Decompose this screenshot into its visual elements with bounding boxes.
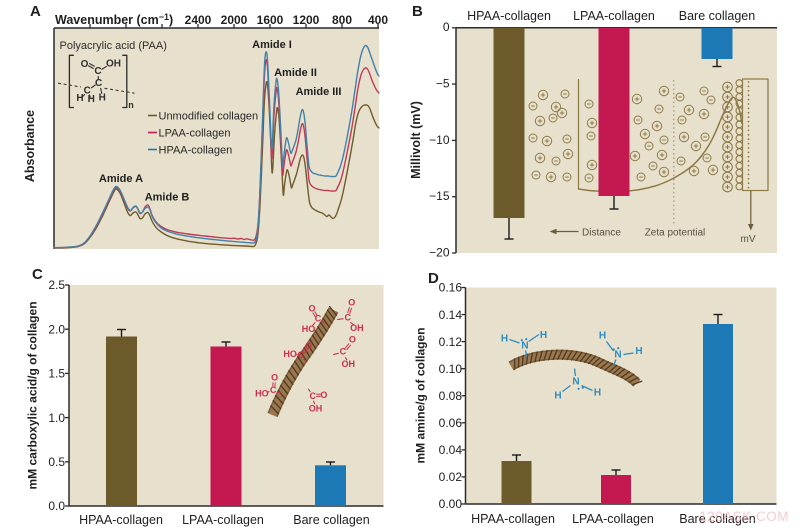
svg-text:Zeta potential: Zeta potential [645, 228, 706, 239]
svg-text:D: D [428, 270, 439, 287]
svg-text:Amide I: Amide I [252, 39, 292, 51]
svg-text:H: H [501, 334, 508, 345]
svg-text:0.16: 0.16 [439, 281, 463, 295]
svg-text:LPAA-collagen: LPAA-collagen [572, 512, 654, 526]
svg-text:H: H [76, 93, 83, 104]
svg-text:0.02: 0.02 [439, 470, 463, 484]
svg-text:0.5: 0.5 [48, 455, 65, 469]
svg-text:N: N [521, 341, 528, 352]
svg-text:0.00: 0.00 [439, 497, 463, 511]
svg-text:mM amine/g of collagen: mM amine/g of collagen [414, 327, 428, 463]
svg-text:400: 400 [368, 13, 388, 27]
svg-text:OH: OH [350, 323, 364, 333]
svg-text:mM carboxylic acid/g of collag: mM carboxylic acid/g of collagen [26, 301, 40, 489]
svg-text:C: C [340, 347, 347, 357]
svg-text:H: H [88, 94, 95, 105]
svg-text:Millivolt (mV): Millivolt (mV) [409, 101, 423, 179]
svg-text:−20: −20 [429, 245, 450, 259]
svg-text:Amide II: Amide II [274, 67, 317, 79]
svg-text:1600: 1600 [257, 13, 284, 27]
svg-text:2000: 2000 [221, 13, 248, 27]
svg-text:B: B [412, 3, 423, 20]
svg-text:HPAA-collagen: HPAA-collagen [471, 512, 555, 526]
svg-text:H: H [99, 92, 106, 103]
svg-text:H: H [554, 391, 561, 402]
svg-text:OH: OH [106, 59, 121, 70]
svg-text:−5: −5 [436, 77, 450, 91]
svg-text:OH: OH [341, 359, 355, 369]
svg-text:Absorbance: Absorbance [23, 110, 37, 182]
svg-text:HO: HO [283, 349, 297, 359]
svg-text:N: N [572, 377, 579, 388]
svg-text:Polyacrylic acid (PAA): Polyacrylic acid (PAA) [60, 40, 167, 52]
svg-text:O: O [348, 298, 355, 308]
svg-text:0.14: 0.14 [439, 308, 463, 322]
svg-text:HO: HO [302, 324, 316, 334]
svg-text:A: A [30, 3, 41, 20]
svg-text:Distance: Distance [582, 228, 621, 239]
svg-text:HPAA-collagen: HPAA-collagen [79, 513, 163, 527]
svg-text:Bare collagen: Bare collagen [679, 512, 755, 526]
svg-text:C: C [95, 78, 102, 89]
svg-text:2.0: 2.0 [48, 322, 65, 336]
svg-text:H: H [599, 331, 606, 342]
svg-text:N: N [614, 350, 621, 361]
svg-text:Amide B: Amide B [145, 192, 190, 204]
svg-text:0.04: 0.04 [439, 443, 463, 457]
svg-text:0.0: 0.0 [48, 499, 65, 513]
svg-text:O: O [320, 390, 327, 400]
svg-text:120ASK.COM: 120ASK.COM [699, 509, 789, 524]
svg-text:0.08: 0.08 [439, 389, 463, 403]
svg-text:800: 800 [332, 13, 352, 27]
svg-text:0.06: 0.06 [439, 416, 463, 430]
svg-text:C: C [94, 66, 101, 77]
svg-text:−10: −10 [429, 133, 450, 147]
svg-text:O: O [81, 59, 89, 70]
svg-text:H: H [594, 388, 601, 399]
svg-text:0: 0 [443, 20, 450, 34]
svg-text:H: H [540, 330, 547, 341]
svg-text:1.5: 1.5 [48, 367, 65, 381]
svg-text:O: O [271, 373, 278, 383]
svg-text:O: O [349, 335, 356, 345]
svg-text:0.10: 0.10 [439, 362, 463, 376]
svg-text:C: C [84, 86, 91, 97]
svg-text:HPAA-collagen: HPAA-collagen [467, 9, 551, 23]
svg-text:n: n [128, 100, 134, 110]
svg-text:C: C [344, 313, 351, 323]
svg-text:C: C [297, 350, 304, 360]
svg-text:Amide A: Amide A [99, 173, 143, 185]
svg-text:O: O [305, 341, 312, 351]
svg-text:2.5: 2.5 [48, 278, 65, 292]
svg-text:0.12: 0.12 [439, 335, 463, 349]
svg-text:Bare collagen: Bare collagen [293, 513, 369, 527]
svg-text:O: O [308, 304, 315, 314]
svg-text:HPAA-collagen: HPAA-collagen [159, 145, 233, 157]
svg-text:Wavenumber (cm−1): Wavenumber (cm−1) [55, 12, 173, 27]
svg-text:−15: −15 [429, 189, 450, 203]
svg-text:1.0: 1.0 [48, 411, 65, 425]
svg-text:LPAA-collagen: LPAA-collagen [182, 513, 264, 527]
svg-text:LPAA-collagen: LPAA-collagen [159, 128, 231, 140]
svg-text:1200: 1200 [293, 13, 320, 27]
svg-text:C: C [32, 266, 43, 283]
svg-text:OH: OH [309, 403, 323, 413]
svg-text:H: H [635, 346, 642, 357]
svg-text:Amide III: Amide III [296, 86, 342, 98]
svg-text:Bare collagen: Bare collagen [679, 9, 755, 23]
svg-text:C: C [310, 391, 317, 401]
svg-text:C: C [270, 385, 277, 395]
svg-text:mV: mV [741, 234, 756, 245]
svg-text:C: C [315, 314, 322, 324]
svg-text:HO: HO [255, 389, 269, 399]
svg-text:2400: 2400 [185, 13, 212, 27]
svg-text:Unmodified collagen: Unmodified collagen [159, 111, 259, 123]
svg-text:LPAA-collagen: LPAA-collagen [573, 9, 655, 23]
